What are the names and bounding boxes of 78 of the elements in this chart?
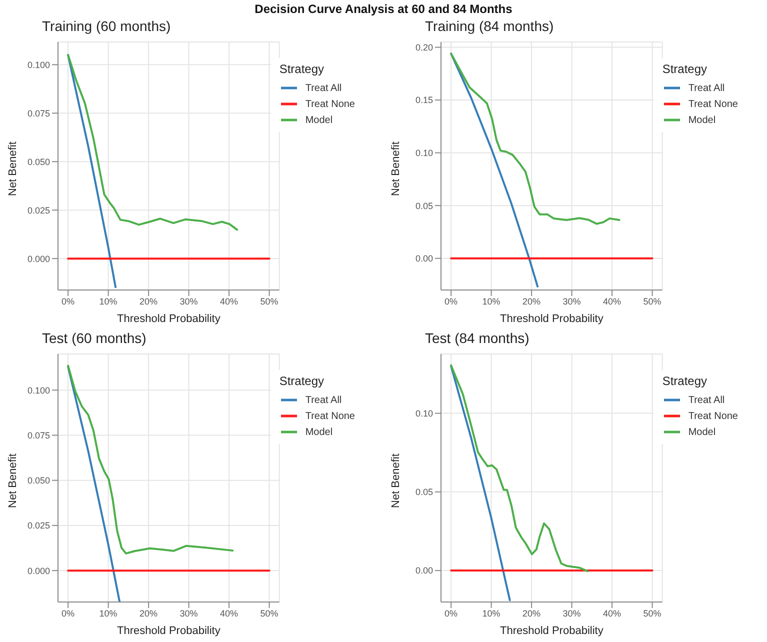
legend-label: Treat All (304, 394, 343, 408)
x-tick-label: 10% (99, 296, 118, 306)
legend-label: Model (304, 114, 334, 128)
y-tick-label: 0.100 (27, 385, 50, 396)
x-tick-label: 40% (220, 296, 238, 306)
y-tick-label: 0.20 (415, 42, 433, 52)
legend-label: Treat All (687, 394, 726, 408)
y-tick-label: 0.100 (27, 60, 50, 70)
x-tick-label: 0% (62, 296, 75, 306)
x-tick-label: 40% (603, 296, 622, 306)
line-series (67, 366, 121, 602)
legend-label: Treat None (304, 98, 355, 112)
x-tick-label: 40% (220, 608, 238, 618)
y-tick-label: 0.025 (27, 520, 50, 531)
x-tick-label: 30% (562, 296, 581, 306)
chart-title: Training (84 months) (424, 18, 555, 36)
x-tick-label: 30% (180, 608, 198, 618)
line-series (450, 364, 588, 572)
x-axis-title: Threshold Probability (117, 625, 221, 637)
y-tick-label: 0.025 (27, 205, 50, 216)
y-tick-label: 0.10 (415, 408, 433, 418)
legend-title: Strategy (279, 62, 326, 76)
line-series (450, 52, 620, 225)
legend-label: Treat All (687, 82, 726, 96)
y-axis-title: Net Benefit (390, 142, 402, 196)
y-tick-label: 0.05 (415, 487, 433, 498)
y-axis-title: Net Benefit (6, 454, 19, 508)
x-tick-label: 50% (643, 608, 662, 618)
x-axis-title: Threshold Probability (500, 625, 604, 637)
x-tick-label: 30% (180, 296, 198, 306)
x-tick-label: 50% (643, 296, 662, 306)
y-tick-label: 0.075 (27, 430, 50, 440)
x-tick-label: 30% (562, 608, 581, 618)
legend-label: Model (304, 426, 334, 440)
x-tick-label: 10% (482, 296, 500, 306)
chart-title: Test (84 months) (424, 330, 530, 348)
text: Decision Curve Analysis at 60 and 84 Months (254, 1, 514, 18)
x-axis-title: Threshold Probability (117, 313, 221, 325)
y-axis-title: Net Benefit (390, 454, 402, 508)
legend-label: Treat None (687, 98, 738, 112)
line-series (67, 54, 238, 231)
y-tick-label: 0.00 (415, 254, 433, 264)
x-tick-label: 0% (444, 608, 458, 618)
legend-title: Strategy (662, 374, 708, 388)
y-tick-label: 0.15 (415, 95, 433, 106)
x-tick-label: 50% (260, 296, 278, 306)
legend-label: Model (687, 426, 717, 440)
y-tick-label: 0.000 (27, 254, 50, 264)
x-tick-label: 20% (140, 608, 158, 618)
y-tick-label: 0.000 (27, 566, 50, 576)
line-series (450, 365, 511, 602)
y-axis-title: Net Benefit (6, 142, 19, 196)
legend-label: Treat None (304, 410, 355, 424)
line-series (67, 364, 234, 554)
legend-label: Model (687, 114, 717, 128)
y-tick-label: 0.050 (27, 476, 50, 486)
line-series (450, 52, 539, 288)
x-tick-label: 0% (62, 608, 75, 618)
x-tick-label: 0% (444, 296, 458, 306)
y-tick-label: 0.075 (27, 108, 50, 118)
y-tick-label: 0.050 (27, 156, 50, 167)
x-tick-label: 50% (260, 608, 278, 618)
x-axis-title: Threshold Probability (500, 313, 604, 325)
y-tick-label: 0.00 (415, 566, 433, 576)
legend-title: Strategy (279, 374, 326, 388)
x-tick-label: 20% (522, 296, 541, 306)
y-tick-label: 0.05 (415, 200, 433, 211)
legend-label: Treat None (687, 410, 738, 424)
x-tick-label: 20% (140, 296, 158, 306)
x-tick-label: 20% (522, 608, 541, 618)
x-tick-label: 10% (482, 608, 500, 618)
legend-title: Strategy (662, 62, 708, 76)
chart-title: Test (60 months) (41, 330, 148, 348)
chart-title: Training (60 months) (41, 18, 172, 36)
x-tick-label: 40% (603, 608, 622, 618)
x-tick-label: 10% (99, 608, 118, 618)
legend-label: Treat All (304, 82, 343, 96)
y-tick-label: 0.10 (415, 148, 433, 158)
